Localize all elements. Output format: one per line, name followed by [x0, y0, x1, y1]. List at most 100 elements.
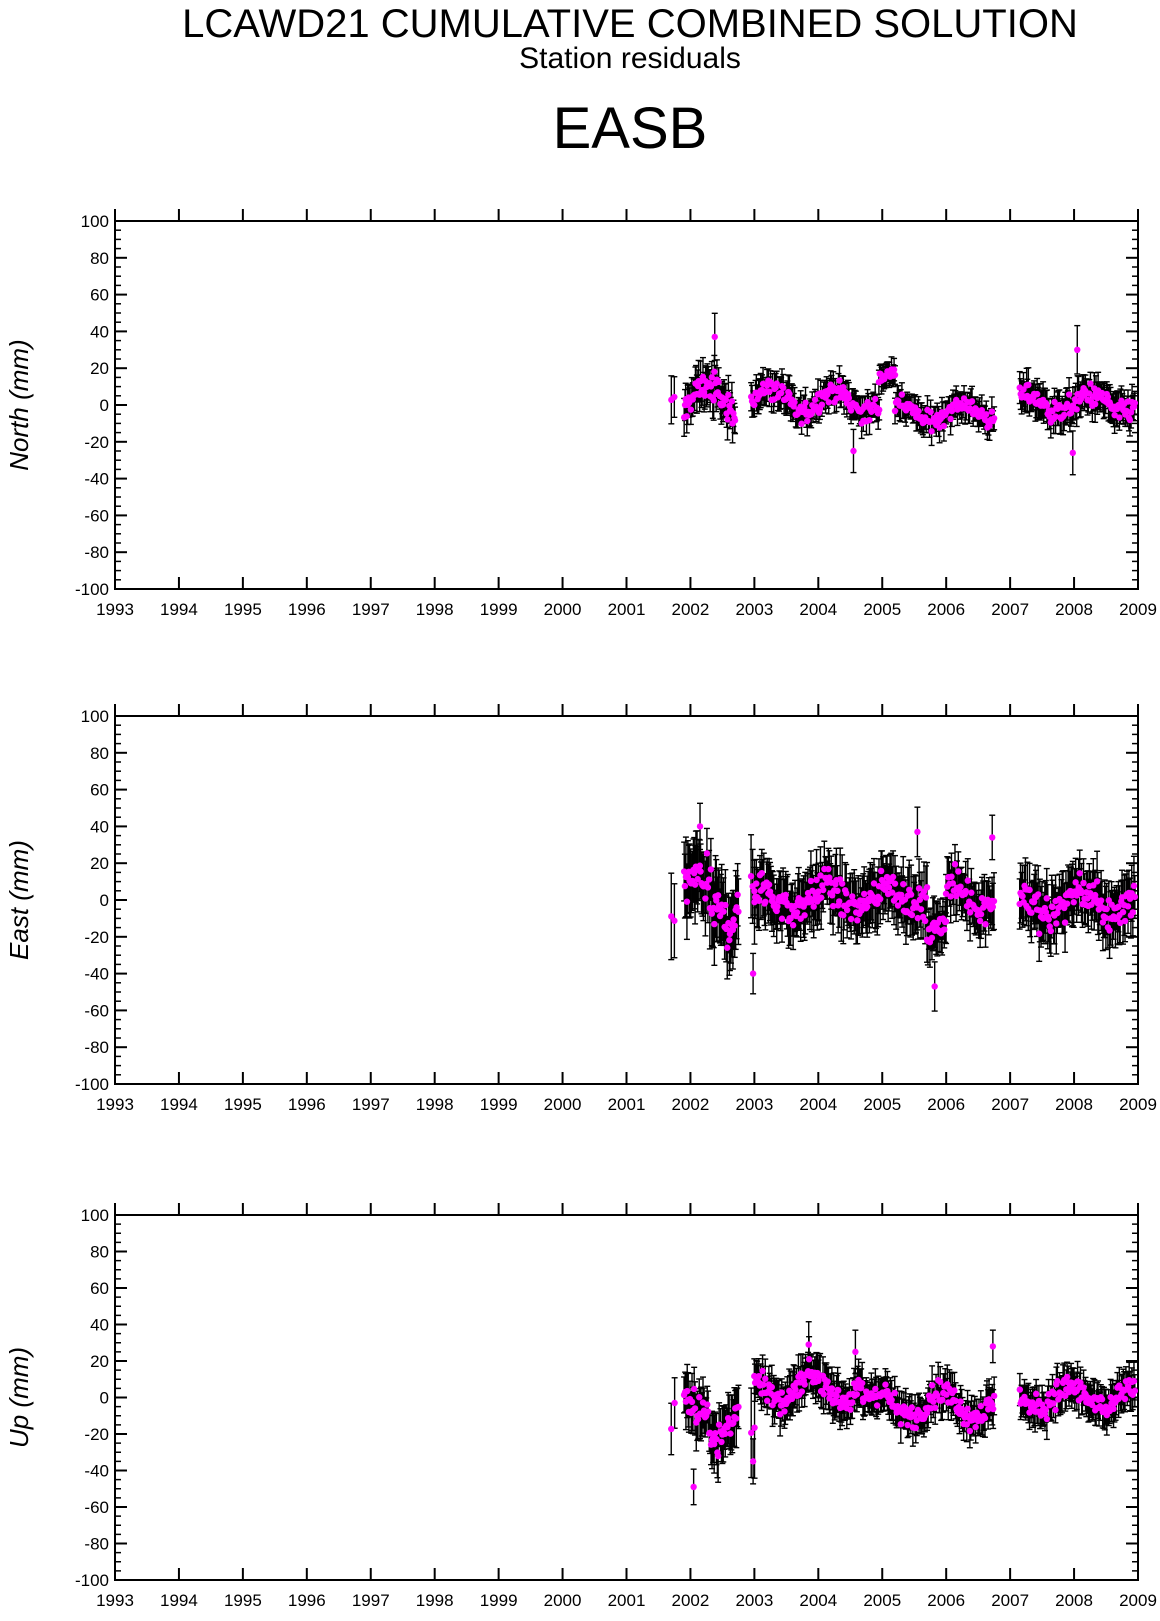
data-point: [876, 406, 883, 414]
data-point: [1116, 414, 1123, 421]
data-point: [777, 389, 785, 397]
data-point: [1033, 390, 1041, 398]
data-point: [789, 922, 797, 929]
data-point: [1045, 916, 1052, 923]
data-point: [1091, 400, 1099, 408]
data-point: [1049, 903, 1056, 911]
y-tick-label: -40: [84, 470, 109, 489]
data-point: [847, 407, 855, 414]
x-tick-label: 2007: [991, 600, 1029, 619]
data-point: [680, 868, 688, 875]
x-tick-label: 2007: [991, 1095, 1029, 1114]
data-point: [726, 936, 733, 944]
data-point: [860, 890, 868, 898]
data-point: [681, 882, 689, 890]
data-point: [707, 866, 715, 873]
data-point: [1063, 900, 1071, 907]
x-tick-label: 2004: [799, 1095, 837, 1114]
data-point: [952, 892, 960, 900]
data-point: [811, 396, 819, 403]
data-point: [1069, 449, 1076, 457]
data-point: [889, 873, 897, 881]
data-point: [1115, 903, 1122, 910]
data-point: [730, 916, 737, 923]
data-point: [894, 902, 902, 909]
x-tick-label: 1993: [96, 1095, 134, 1114]
data-point: [710, 397, 717, 404]
data-series: [668, 1321, 1139, 1506]
x-tick-label: 2001: [608, 1591, 646, 1610]
x-tick-label: 2001: [608, 1095, 646, 1114]
data-point: [1061, 919, 1069, 926]
data-point: [836, 898, 843, 905]
x-tick-label: 1996: [288, 1095, 326, 1114]
data-point: [928, 428, 935, 435]
data-point: [810, 903, 817, 910]
x-tick-label: 1997: [352, 1591, 390, 1610]
data-point: [1043, 402, 1051, 409]
data-point: [683, 413, 690, 420]
data-point: [890, 366, 898, 373]
data-point: [1054, 909, 1061, 917]
data-point: [780, 384, 787, 391]
data-point: [694, 382, 702, 390]
data-point: [707, 383, 715, 390]
y-tick-label: -60: [84, 506, 109, 525]
x-tick-label: 1994: [160, 1095, 198, 1114]
y-tick-label: -100: [75, 1571, 109, 1590]
data-point: [1131, 893, 1139, 901]
data-point: [755, 897, 763, 904]
data-point: [854, 917, 861, 924]
x-tick-label: 1996: [288, 1591, 326, 1610]
data-point: [1103, 905, 1110, 913]
x-tick-label: 1994: [160, 1591, 198, 1610]
data-point: [957, 883, 964, 890]
data-point: [1080, 879, 1087, 887]
y-tick-label: -20: [84, 928, 109, 947]
y-tick-label: 80: [90, 249, 109, 268]
x-tick-label: 2003: [735, 1591, 773, 1610]
data-point: [828, 892, 836, 899]
data-point: [1116, 919, 1124, 927]
data-series: [668, 312, 1139, 476]
y-tick-label: 0: [100, 1389, 109, 1408]
data-point: [948, 407, 956, 415]
data-point: [691, 881, 699, 888]
data-point: [986, 422, 993, 429]
data-point: [990, 897, 998, 905]
x-tick-label: 2008: [1055, 1591, 1093, 1610]
data-point: [951, 861, 959, 868]
y-tick-label: -100: [75, 1075, 109, 1094]
data-point: [968, 889, 975, 896]
data-point: [836, 377, 843, 384]
data-point: [964, 877, 972, 884]
x-tick-label: 1995: [224, 1095, 262, 1114]
x-tick-label: 1997: [352, 1095, 390, 1114]
data-point: [825, 865, 832, 873]
data-point: [1030, 898, 1038, 906]
data-point: [774, 903, 781, 910]
data-point: [735, 908, 742, 915]
data-point: [793, 909, 801, 916]
data-point: [947, 893, 954, 900]
x-tick-label: 2008: [1055, 1095, 1093, 1114]
data-point: [708, 910, 716, 917]
data-point: [704, 884, 712, 891]
data-point: [1074, 346, 1081, 353]
data-point: [1111, 411, 1118, 419]
y-tick-label: 20: [90, 359, 109, 378]
data-point: [1036, 930, 1043, 937]
data-point: [731, 417, 739, 424]
data-point: [840, 383, 847, 391]
data-point: [671, 393, 678, 401]
x-tick-label: 1999: [480, 600, 518, 619]
x-tick-label: 2009: [1119, 600, 1157, 619]
data-point: [962, 887, 969, 895]
data-point: [802, 399, 809, 406]
data-point: [947, 415, 954, 423]
data-point: [1130, 882, 1138, 890]
data-point: [908, 911, 916, 919]
data-point: [671, 917, 678, 924]
